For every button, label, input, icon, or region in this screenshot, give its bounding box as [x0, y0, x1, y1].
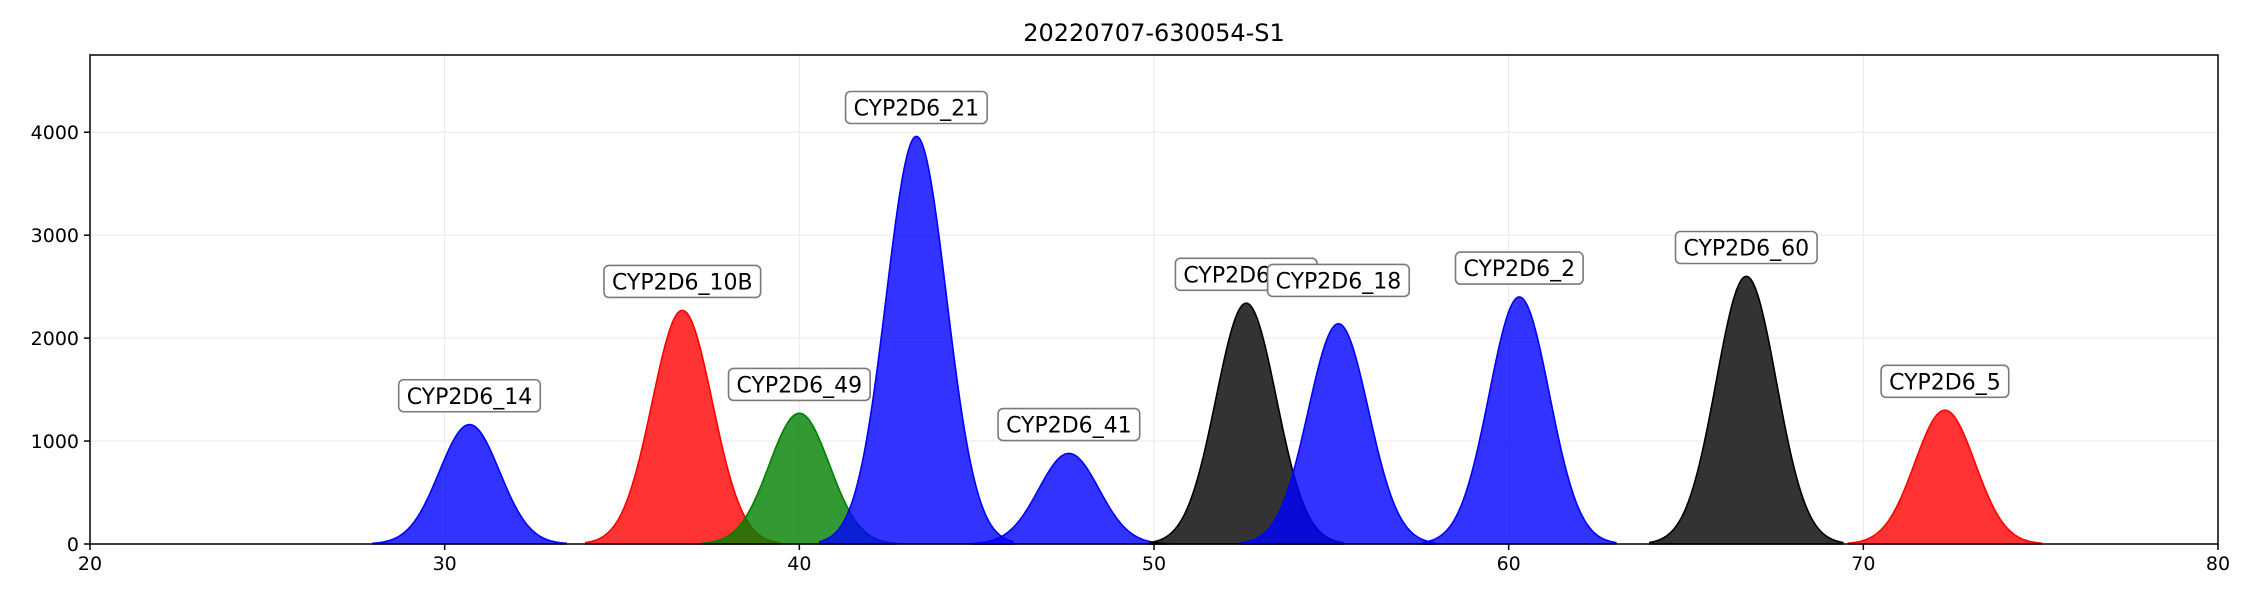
- x-tick-label: 80: [2206, 553, 2230, 575]
- peak-label-text: CYP2D6_21: [854, 97, 980, 122]
- peak-cyp2d6-18: [1241, 322, 1436, 545]
- y-tick-label: 4000: [31, 122, 79, 144]
- label-box: [397, 378, 542, 413]
- peaks-group: [372, 135, 2043, 545]
- peak-cyp2d6-14: [372, 423, 567, 545]
- peak-label: CYP2D6_14: [397, 378, 542, 413]
- y-tick-label: 3000: [31, 225, 79, 247]
- grid-lines: [90, 55, 2218, 544]
- peak-label: CYP2D6_21: [844, 90, 988, 125]
- x-tick-label: 70: [1851, 553, 1875, 575]
- peak-label: CYP2D6_2: [1454, 251, 1584, 285]
- label-box: [1266, 263, 1411, 298]
- peak-label: CYP2D6_49: [727, 367, 871, 402]
- y-tick-label: 2000: [31, 328, 79, 350]
- peak-label-text: CYP2D6_5: [1889, 370, 2001, 395]
- peak-cyp2d6-2: [1422, 296, 1617, 545]
- x-tick-label: 30: [433, 553, 457, 575]
- x-tick-label: 60: [1497, 553, 1521, 575]
- y-tick-label: 0: [67, 534, 79, 556]
- peak-cyp2d6-21: [819, 135, 1014, 545]
- label-box: [603, 264, 762, 299]
- axis-ticks: 20 30 40 50 60 70 80 0 1000 2000 3000 4000: [31, 122, 2230, 575]
- chart-title: 20220707-630054-S1: [1023, 19, 1285, 47]
- peak-label-text: CYP2D6_60: [1683, 237, 1809, 262]
- label-box: [1674, 230, 1818, 265]
- peak-label-text: CYP2D6_14: [407, 385, 533, 410]
- label-box: [727, 367, 871, 402]
- peak-label-text: CYP2D6_49: [737, 373, 863, 398]
- peak-label: CYP2D6_60: [1674, 230, 1818, 265]
- peak-label: CYP2D6_10B: [603, 264, 762, 299]
- y-tick-label: 1000: [31, 431, 79, 453]
- x-tick-label: 50: [1142, 553, 1166, 575]
- peak-label-text: CYP2D6_18: [1276, 269, 1402, 294]
- peak-label: CYP2D6_41: [997, 407, 1141, 442]
- peak-labels: CYP2D6_14 CYP2D6_10B CYP2D6_49 CYP2D6_21 CYP…: [397, 90, 2010, 442]
- label-box: [1454, 251, 1584, 285]
- peak-label: CYP2D6_5: [1880, 364, 2010, 399]
- peak-label-text: CYP2D6_10B: [612, 270, 753, 295]
- peak-cyp2d6-60: [1649, 275, 1844, 545]
- peak-cyp2d6-41: [971, 452, 1167, 545]
- x-tick-label: 20: [78, 553, 102, 575]
- label-box: [844, 90, 988, 125]
- peak-label-text: CYP2D6_2: [1463, 257, 1575, 282]
- peak-label-text: CYP2D6_41: [1006, 414, 1132, 439]
- label-box: [1880, 364, 2010, 399]
- x-tick-label: 40: [787, 553, 811, 575]
- peak-cyp2d6-5: [1847, 409, 2043, 545]
- peak-label: CYP2D6_18: [1266, 263, 1411, 298]
- label-box: [997, 407, 1141, 442]
